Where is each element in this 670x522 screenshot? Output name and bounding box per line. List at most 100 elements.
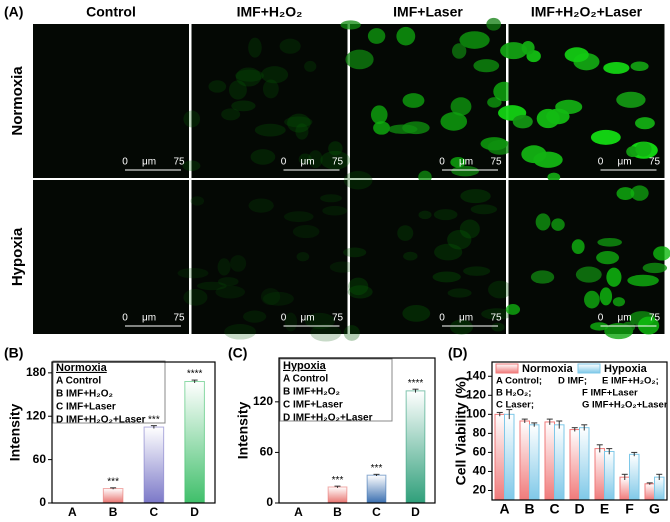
cell <box>254 123 286 137</box>
scale-unit: μm <box>300 157 314 168</box>
x-tick-label: F <box>625 501 634 517</box>
cell <box>616 187 635 200</box>
cell <box>250 149 276 165</box>
cell <box>196 281 227 291</box>
x-tick-label: D <box>574 501 584 517</box>
micrograph <box>508 180 665 334</box>
cell <box>459 31 490 49</box>
cell <box>235 67 262 87</box>
column-title: IMF+H₂O₂ <box>237 4 303 20</box>
cell <box>283 211 314 223</box>
micrograph <box>350 24 506 178</box>
cell <box>616 91 646 108</box>
cell <box>262 291 294 306</box>
scale-start: 0 <box>439 313 445 324</box>
cell <box>215 285 246 299</box>
bar <box>529 424 540 501</box>
bar <box>554 424 565 501</box>
key-entry: B IMF+H₂O₂ <box>283 387 340 398</box>
scale-start: 0 <box>122 313 128 324</box>
cell <box>348 277 369 296</box>
cell <box>402 93 425 108</box>
cell <box>217 277 239 287</box>
scale-unit: μm <box>459 157 473 168</box>
significance: *** <box>107 476 119 487</box>
cell <box>373 121 390 135</box>
key-entry: F IMF+Laser <box>582 388 638 399</box>
cell <box>463 266 491 276</box>
bar <box>654 476 665 501</box>
y-tick-label: 60 <box>473 445 487 459</box>
cell <box>530 270 555 284</box>
cell <box>642 262 668 274</box>
cell <box>450 319 473 335</box>
cell <box>320 150 351 170</box>
cell <box>450 97 472 116</box>
scale-unit: μm <box>617 313 631 324</box>
cell <box>287 113 311 133</box>
cell <box>329 261 356 273</box>
x-tick-label: C <box>150 505 159 519</box>
cell <box>292 225 320 239</box>
panel-label: (D) <box>448 345 467 361</box>
legend-swatch <box>577 363 601 374</box>
scale-start: 0 <box>281 157 287 168</box>
scale-unit: μm <box>459 313 473 324</box>
cell <box>235 69 264 82</box>
x-tick-label: G <box>649 501 660 517</box>
cell <box>481 308 513 320</box>
y-axis-label: Intensity <box>235 402 251 460</box>
x-tick-label: D <box>411 505 420 519</box>
cell <box>183 289 208 306</box>
cell <box>564 47 589 63</box>
cell <box>279 38 301 54</box>
cell <box>387 124 418 134</box>
column-title: IMF+H₂O₂+Laser <box>531 4 643 20</box>
cell <box>621 321 636 332</box>
scale-start: 0 <box>122 157 128 168</box>
cell <box>403 251 418 261</box>
key-entry: A Control; <box>496 376 542 387</box>
plot-frame <box>491 361 668 501</box>
legend-box <box>52 360 166 424</box>
cell <box>486 17 501 31</box>
x-tick-label: B <box>109 505 118 519</box>
cell <box>612 297 626 307</box>
bar <box>544 421 555 501</box>
cell <box>635 141 652 157</box>
y-axis-label: Intensity <box>7 404 23 462</box>
key-entry: C IMF+Laser <box>283 400 343 411</box>
column-title: IMF+Laser <box>393 4 463 20</box>
cell <box>473 59 500 73</box>
key-entry: A Control <box>56 376 101 387</box>
micrograph <box>33 24 189 178</box>
cell <box>447 229 472 250</box>
significance: *** <box>332 475 344 486</box>
cell <box>284 116 313 128</box>
significance: **** <box>408 378 424 389</box>
cell <box>402 305 431 322</box>
scale-unit: μm <box>142 313 156 324</box>
key-entry: C IMF+Laser <box>56 402 116 413</box>
key-entry: E IMF+H₂O₂; <box>602 376 659 387</box>
legend-box <box>279 358 393 422</box>
cell <box>343 247 367 258</box>
scale-unit: μm <box>617 157 631 168</box>
key-entry: B IMF+H₂O₂ <box>56 389 113 400</box>
y-tick-label: 0 <box>266 495 273 509</box>
cell <box>340 20 361 30</box>
cell <box>590 129 621 145</box>
cell <box>343 171 373 190</box>
legend-label: Normoxia <box>522 363 574 375</box>
bar <box>405 390 426 504</box>
cell <box>433 209 458 221</box>
x-tick-label: A <box>294 505 303 519</box>
cell <box>396 26 416 46</box>
cell <box>248 37 262 58</box>
column-title: Control <box>86 4 136 20</box>
cell <box>328 141 343 156</box>
cell <box>512 114 533 129</box>
cell <box>590 322 609 331</box>
cell <box>505 304 521 315</box>
